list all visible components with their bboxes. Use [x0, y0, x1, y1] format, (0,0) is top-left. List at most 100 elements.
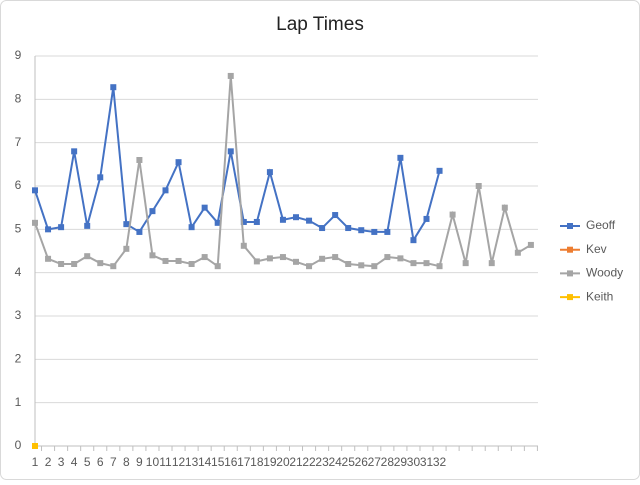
x-tick-label: 3: [58, 455, 65, 469]
data-point: [97, 174, 104, 181]
y-tick-label: 4: [15, 265, 22, 279]
data-point: [149, 208, 156, 215]
data-point: [110, 263, 117, 270]
data-point: [188, 261, 195, 267]
data-point: [345, 225, 352, 232]
data-point: [266, 169, 273, 176]
data-point: [293, 258, 299, 265]
legend-marker: [567, 294, 573, 301]
x-tick-label: 7: [110, 455, 117, 469]
data-point: [175, 159, 182, 166]
data-point: [436, 263, 443, 270]
x-tick-label: 8: [123, 455, 130, 469]
data-point: [384, 254, 391, 261]
data-point: [71, 261, 78, 267]
data-point: [136, 228, 143, 235]
data-point: [227, 72, 234, 79]
data-point: [345, 261, 352, 267]
x-tick-label: 2: [45, 455, 52, 469]
data-point: [45, 255, 52, 262]
y-tick-label: 9: [15, 48, 22, 62]
data-point: [97, 260, 104, 267]
data-point: [358, 262, 365, 269]
legend-marker: [567, 270, 573, 277]
data-point: [384, 228, 391, 235]
data-point: [514, 249, 521, 256]
data-point: [266, 255, 273, 262]
x-tick-label: 24: [328, 455, 342, 469]
data-point: [319, 225, 326, 232]
data-point: [397, 154, 404, 161]
y-tick-label: 1: [15, 395, 22, 409]
legend-label: Keith: [586, 289, 613, 303]
data-point: [214, 219, 221, 226]
data-point: [423, 260, 430, 267]
legend-label: Geoff: [586, 218, 616, 232]
x-tick-label: 20: [276, 455, 290, 469]
data-point: [527, 241, 534, 248]
data-point: [436, 167, 443, 174]
data-point: [475, 183, 482, 189]
data-point: [123, 245, 130, 252]
x-tick-label: 1: [32, 455, 39, 469]
x-tick-label: 29: [394, 455, 408, 469]
data-point: [293, 214, 299, 221]
data-point: [45, 226, 52, 233]
x-tick-label: 14: [198, 455, 212, 469]
y-tick-label: 0: [15, 438, 22, 452]
x-tick-label: 16: [224, 455, 238, 469]
data-point: [423, 215, 430, 222]
data-point: [136, 157, 143, 163]
data-point: [462, 260, 469, 267]
x-tick-label: 18: [250, 455, 264, 469]
y-tick-label: 5: [15, 222, 22, 236]
legend-marker: [567, 246, 573, 253]
x-tick-label: 19: [263, 455, 277, 469]
data-point: [371, 228, 378, 235]
x-tick-label: 15: [211, 455, 225, 469]
data-point: [175, 257, 182, 264]
data-point: [58, 261, 65, 267]
data-point: [240, 242, 247, 249]
data-point: [332, 254, 339, 261]
x-tick-label: 13: [185, 455, 199, 469]
data-point: [253, 258, 260, 265]
data-point: [488, 260, 495, 267]
x-tick-label: 9: [136, 455, 143, 469]
y-tick-label: 8: [15, 92, 22, 106]
x-tick-label: 30: [407, 455, 421, 469]
data-point: [110, 84, 117, 91]
data-point: [397, 255, 404, 262]
data-point: [253, 218, 260, 225]
data-point: [162, 257, 169, 264]
x-tick-label: 21: [289, 455, 303, 469]
data-point: [201, 254, 208, 261]
x-tick-label: 10: [146, 455, 160, 469]
x-tick-label: 6: [97, 455, 104, 469]
x-tick-label: 31: [420, 455, 434, 469]
chart-title: Lap Times: [276, 14, 364, 35]
data-point: [32, 443, 38, 449]
x-tick-label: 12: [172, 455, 186, 469]
y-tick-label: 3: [15, 308, 22, 322]
data-point: [162, 187, 169, 194]
y-tick-label: 6: [15, 178, 22, 192]
data-point: [410, 260, 417, 267]
data-point: [201, 204, 208, 211]
x-tick-label: 4: [71, 455, 78, 469]
legend-marker: [567, 223, 573, 229]
data-point: [306, 263, 313, 270]
x-tick-label: 11: [159, 455, 172, 469]
y-tick-label: 2: [15, 352, 22, 366]
data-point: [319, 255, 326, 262]
data-point: [279, 216, 286, 223]
x-tick-label: 32: [433, 455, 447, 469]
data-point: [32, 219, 38, 226]
data-point: [306, 217, 313, 224]
data-point: [240, 218, 247, 225]
data-point: [71, 148, 78, 155]
y-tick-label: 7: [15, 135, 22, 149]
data-point: [410, 237, 417, 244]
